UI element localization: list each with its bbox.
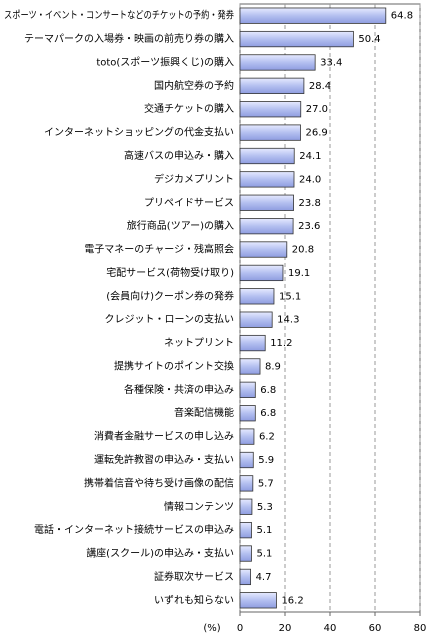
- y-tick-label: 旅行商品(ツアー)の購入: [127, 219, 234, 232]
- y-tick-label: 高速バスの申込み・購入: [124, 149, 234, 162]
- bar: [239, 498, 253, 515]
- y-tick-label: デジカメプリント: [154, 172, 234, 185]
- value-label: 23.6: [298, 221, 320, 232]
- value-label: 19.1: [288, 268, 310, 279]
- y-tick-label: 運転免許教習の申込み・支払い: [94, 453, 234, 466]
- bar: [239, 288, 275, 305]
- value-label: 5.3: [257, 502, 273, 513]
- value-label: 23.8: [299, 198, 321, 209]
- value-label: 6.8: [260, 385, 276, 396]
- bar: [239, 7, 387, 24]
- y-tick-label: 証券取次サービス: [154, 570, 234, 583]
- bar: [239, 77, 305, 94]
- y-tick-label: 国内航空券の予約: [154, 79, 234, 92]
- y-tick-label: インターネットショッピングの代金支払い: [44, 126, 234, 139]
- y-tick-label: 電話・インターネット接続サービスの申込み: [34, 523, 234, 536]
- value-label: 6.2: [259, 432, 275, 443]
- y-tick-label: 電子マネーのチャージ・残高照会: [84, 243, 234, 256]
- x-tick-label: 20: [279, 623, 292, 634]
- bar: [239, 54, 316, 71]
- value-label: 33.4: [320, 57, 342, 68]
- value-label: 16.2: [281, 595, 303, 606]
- value-label: 20.8: [292, 245, 314, 256]
- bar: [239, 592, 277, 609]
- y-tick-label: 提携サイトのポイント交換: [114, 359, 234, 372]
- y-tick-label: いずれも知らない: [154, 593, 234, 606]
- y-tick-label: 音楽配信機能: [174, 406, 234, 419]
- bar: [239, 30, 354, 48]
- bar: [239, 381, 256, 398]
- bar: [239, 358, 261, 375]
- y-tick-label: スポーツ・イベント・コンサートなどのチケットの予約・発券: [4, 9, 234, 22]
- x-tick-label: 0: [237, 623, 243, 634]
- bar: [239, 124, 301, 141]
- value-label: 24.1: [299, 151, 321, 162]
- bar: [239, 334, 266, 352]
- y-tick-label: ネットプリント: [164, 337, 234, 349]
- value-label: 5.9: [258, 455, 274, 466]
- y-tick-label: toto(スポーツ振興くじ)の購入: [96, 55, 234, 68]
- y-tick-label: 宅配サービス(荷物受け取り): [106, 266, 234, 279]
- value-label: 4.7: [256, 572, 272, 583]
- y-tick-label: 消費者金融サービスの申し込み: [94, 430, 234, 443]
- value-label: 64.8: [391, 11, 413, 22]
- value-label: 27.0: [306, 104, 328, 115]
- y-tick-label: 交通チケットの購入: [144, 102, 234, 115]
- bar: [239, 428, 255, 445]
- bar: [239, 451, 254, 469]
- value-label: 5.1: [256, 525, 272, 536]
- bar: [239, 405, 256, 422]
- bar: [239, 171, 295, 188]
- bar: [239, 218, 294, 235]
- y-tick-label: 各種保険・共済の申込み: [124, 383, 234, 396]
- value-label: 50.4: [358, 34, 380, 45]
- bar: [239, 475, 254, 492]
- value-label: 6.8: [260, 408, 276, 419]
- bar: [239, 241, 288, 258]
- bar: [239, 545, 252, 562]
- value-label: 28.4: [309, 81, 331, 92]
- value-label: 26.9: [306, 128, 328, 139]
- bar: [239, 311, 273, 328]
- value-label: 8.9: [265, 361, 281, 372]
- bar: [239, 101, 302, 118]
- value-label: 14.3: [277, 315, 299, 326]
- bar: [239, 522, 252, 539]
- y-tick-label: テーマパークの入場券・映画の前売り券の購入: [24, 32, 234, 45]
- value-label: 5.7: [258, 478, 274, 489]
- x-axis-label: (%): [203, 623, 220, 634]
- y-tick-label: クレジット・ローンの支払い: [105, 313, 235, 326]
- y-tick-label: プリペイドサービス: [144, 197, 234, 209]
- x-tick-label: 60: [369, 623, 382, 634]
- y-tick-label: 講座(スクール)の申込み・支払い: [86, 547, 234, 560]
- y-tick-label: (会員向け)クーポン券の発券: [106, 289, 234, 302]
- bar: [239, 194, 294, 211]
- value-label: 11.2: [270, 338, 292, 349]
- bar: [239, 147, 295, 165]
- value-label: 15.1: [279, 291, 301, 302]
- y-tick-label: 携帯着信音や待ち受け画像の配信: [84, 476, 234, 489]
- value-label: 5.1: [256, 549, 272, 560]
- value-label: 24.0: [299, 174, 321, 185]
- x-tick-label: 40: [324, 623, 337, 634]
- y-tick-label: 情報コンテンツ: [164, 500, 234, 513]
- bar: [239, 264, 284, 282]
- x-tick-label: 80: [414, 623, 427, 634]
- bar: [239, 568, 251, 586]
